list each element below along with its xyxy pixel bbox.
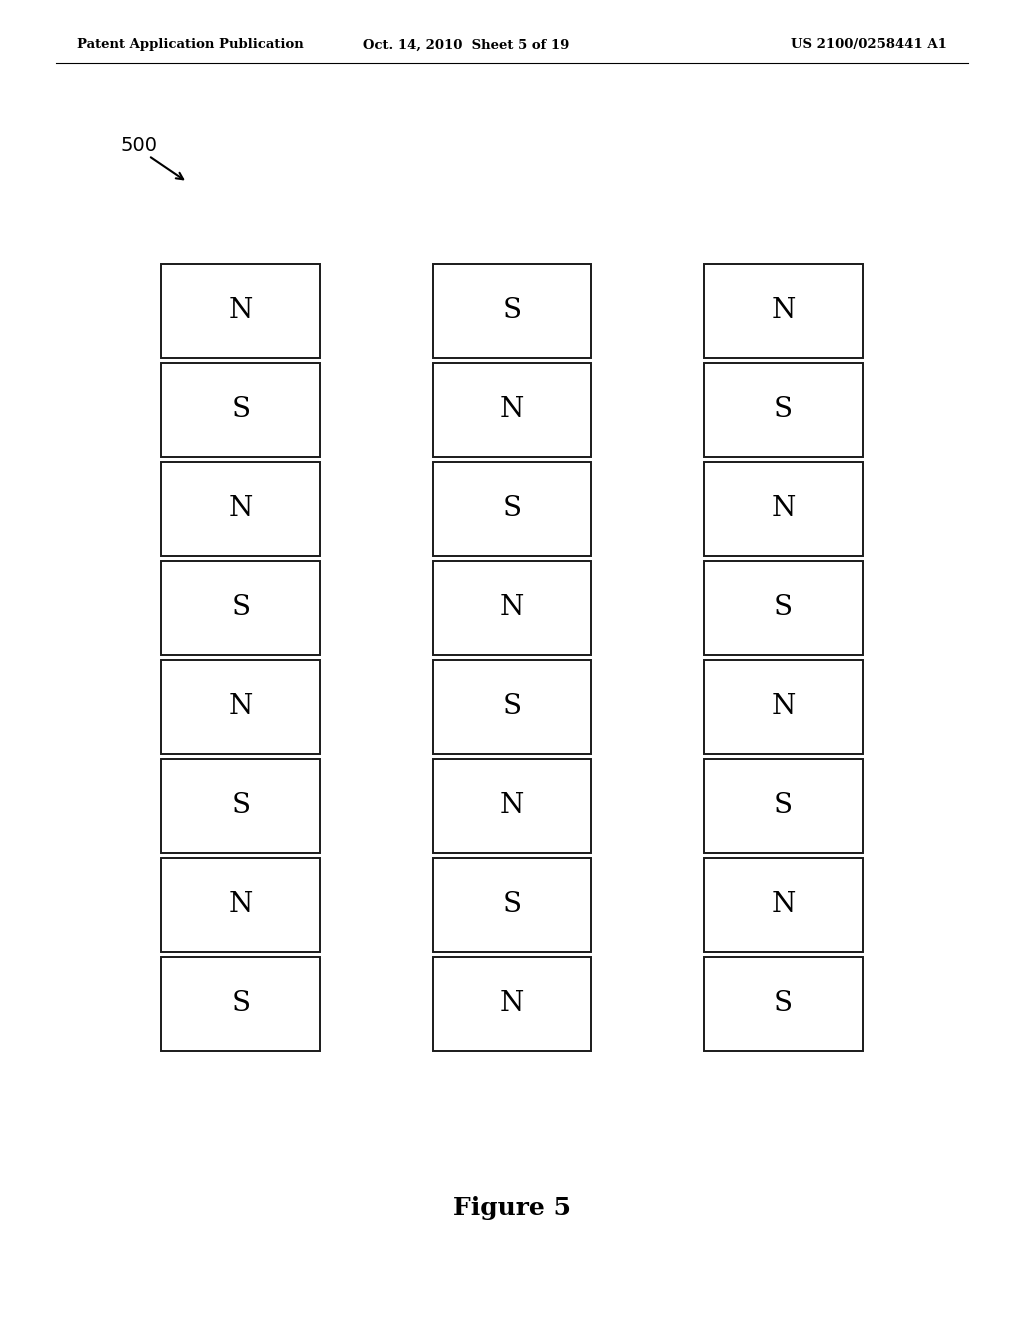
Text: N: N [771,693,796,721]
Text: N: N [500,594,524,622]
Bar [432,561,592,655]
Text: N: N [500,792,524,820]
Bar [161,858,319,952]
Bar [705,660,862,754]
Bar [161,957,319,1051]
Bar [705,759,862,853]
Text: S: S [231,594,250,622]
Text: N: N [500,990,524,1018]
Bar [705,462,862,556]
Text: N: N [228,693,253,721]
Text: S: S [774,792,793,820]
Text: N: N [771,891,796,919]
Bar [705,264,862,358]
Text: N: N [228,297,253,325]
Text: S: S [503,495,521,523]
Bar [161,462,319,556]
Bar [161,264,319,358]
Text: 500: 500 [121,136,158,154]
Bar [432,363,592,457]
Text: N: N [771,297,796,325]
Bar [432,759,592,853]
Text: S: S [774,594,793,622]
Text: Figure 5: Figure 5 [453,1196,571,1220]
Text: N: N [228,891,253,919]
Text: S: S [503,891,521,919]
Bar [432,462,592,556]
Bar [432,264,592,358]
Text: Oct. 14, 2010  Sheet 5 of 19: Oct. 14, 2010 Sheet 5 of 19 [362,38,569,51]
Bar [705,363,862,457]
Text: S: S [774,396,793,424]
Text: S: S [231,990,250,1018]
Bar [432,858,592,952]
Bar [161,363,319,457]
Bar [161,759,319,853]
Text: US 2100/0258441 A1: US 2100/0258441 A1 [792,38,947,51]
Bar [161,660,319,754]
Text: S: S [774,990,793,1018]
Text: S: S [231,792,250,820]
Text: N: N [228,495,253,523]
Bar [705,561,862,655]
Text: N: N [500,396,524,424]
Text: N: N [771,495,796,523]
Bar [432,957,592,1051]
Text: S: S [503,297,521,325]
Bar [705,957,862,1051]
Bar [161,561,319,655]
Text: S: S [503,693,521,721]
Text: S: S [231,396,250,424]
Text: Patent Application Publication: Patent Application Publication [77,38,303,51]
Bar [705,858,862,952]
Bar [432,660,592,754]
